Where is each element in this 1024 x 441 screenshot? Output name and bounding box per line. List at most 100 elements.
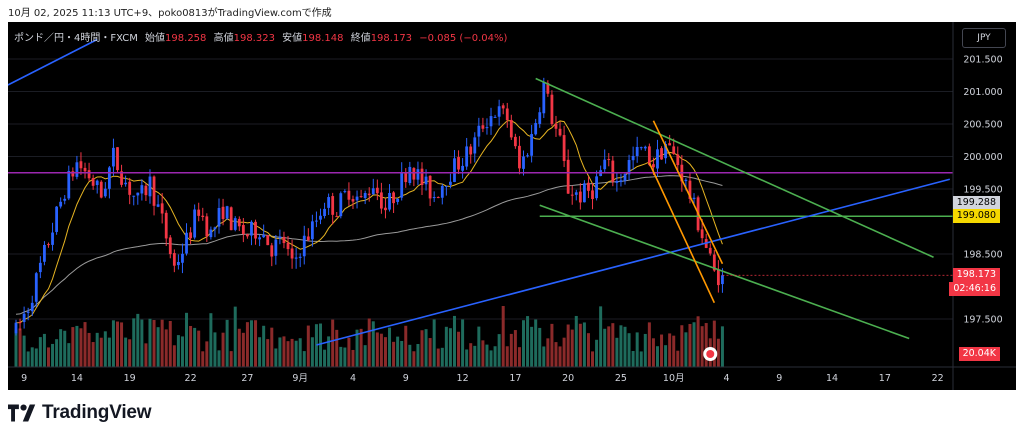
volume-bar [95, 332, 99, 367]
candle-body [473, 137, 477, 154]
volume-bar [684, 332, 688, 367]
candle-body [241, 225, 245, 235]
candle-body [603, 159, 607, 170]
candle-body [351, 199, 355, 202]
candle-body [359, 196, 363, 198]
candle-body [375, 187, 379, 194]
volume-bar [282, 336, 286, 367]
volume-bar [59, 329, 63, 367]
candle-body [546, 83, 550, 94]
volume-bar [189, 325, 193, 367]
x-tick-label: 25 [615, 373, 627, 384]
volume-bar [469, 343, 473, 367]
y-tick-label: 201.500 [963, 55, 1002, 66]
candle-body [457, 157, 460, 170]
x-tick-label: 4 [723, 373, 729, 384]
hline-price-tag: 199.080 [952, 209, 1000, 224]
close-value: 198.173 [370, 33, 413, 44]
candle-body [282, 236, 286, 244]
volume-bar [485, 344, 489, 367]
volume-bar [193, 327, 197, 367]
candle-body [554, 123, 558, 129]
candle-body [570, 194, 574, 196]
candle-body [87, 170, 91, 179]
candle-body [258, 237, 261, 240]
candle-body [505, 108, 509, 121]
x-tick-label: 12 [457, 373, 469, 384]
candle-body [668, 143, 672, 146]
candle-body [558, 128, 562, 136]
volume-bar [611, 323, 615, 367]
x-tick-label: 9 [21, 373, 27, 384]
candle-body [509, 119, 513, 138]
volume-bar [197, 330, 201, 367]
volume-bar [241, 332, 245, 367]
chart-panel[interactable]: 201.500 201.000 200.500 200.000 199.500 198.5… [8, 22, 1016, 390]
volume-bar [457, 331, 461, 367]
candles [14, 77, 724, 336]
candle-body [444, 185, 448, 187]
volume-bar [14, 329, 18, 367]
volume-bar [302, 351, 306, 367]
volume-bar [205, 341, 209, 367]
volume-bar [132, 318, 136, 367]
candle-body [721, 275, 724, 285]
candle-body [408, 166, 412, 183]
volume-bar [716, 338, 720, 367]
volume-bar [217, 350, 221, 367]
volume-bar [562, 337, 566, 367]
volume-bar [371, 321, 375, 367]
volume-bar [75, 325, 79, 367]
candle-body [465, 146, 469, 167]
candle-body [95, 180, 99, 186]
x-tick-label: 17 [879, 373, 891, 384]
candle-body [619, 180, 623, 183]
candle-body [30, 302, 34, 312]
volume-bar [225, 319, 229, 367]
volume-bar [534, 319, 538, 367]
candle-body [684, 179, 688, 182]
price-chart[interactable]: 201.500 201.000 200.500 200.000 199.500 198.5… [8, 22, 1016, 390]
volume-tag: 20.04K [958, 347, 1000, 361]
candle-body [396, 198, 400, 202]
volume-bar [651, 338, 655, 367]
candle-body [112, 147, 115, 167]
candle-body [302, 235, 306, 257]
volume-bar [63, 330, 67, 367]
volume-bar [538, 327, 542, 367]
volume-bar [42, 333, 46, 367]
candle-body [71, 171, 75, 177]
volume-bar [461, 319, 465, 367]
symbol-name: ポンド／円・4時間・FXCM [14, 33, 138, 44]
candle-body [522, 156, 525, 169]
candle-body [400, 172, 404, 198]
candle-body [290, 248, 294, 259]
candle-body [233, 218, 237, 230]
candle-body [355, 196, 359, 201]
volume-bar [448, 328, 452, 367]
volume-bar [176, 335, 180, 367]
candle-body [518, 145, 521, 169]
currency-button[interactable]: JPY [962, 28, 1006, 48]
volume-bar [87, 332, 91, 367]
volume-bar [603, 328, 607, 367]
volume-bar [392, 341, 396, 367]
open-label: 始値 [145, 33, 166, 44]
volume-bar [355, 329, 359, 367]
candle-body [542, 82, 546, 114]
candle-body [412, 168, 416, 180]
candle-body [392, 192, 395, 204]
volume-bar [465, 349, 469, 367]
volume-bar [379, 333, 383, 367]
candle-body [193, 209, 197, 238]
candle-body [160, 203, 164, 214]
high-value: 198.323 [233, 33, 275, 44]
candle-body [38, 262, 42, 273]
candle-body [197, 209, 201, 216]
volume-bar [46, 347, 50, 367]
volume-bar [79, 328, 83, 367]
volume-bar [554, 342, 558, 367]
candle-body [647, 146, 651, 165]
volume-bar [655, 346, 659, 367]
candle-body [335, 216, 339, 218]
